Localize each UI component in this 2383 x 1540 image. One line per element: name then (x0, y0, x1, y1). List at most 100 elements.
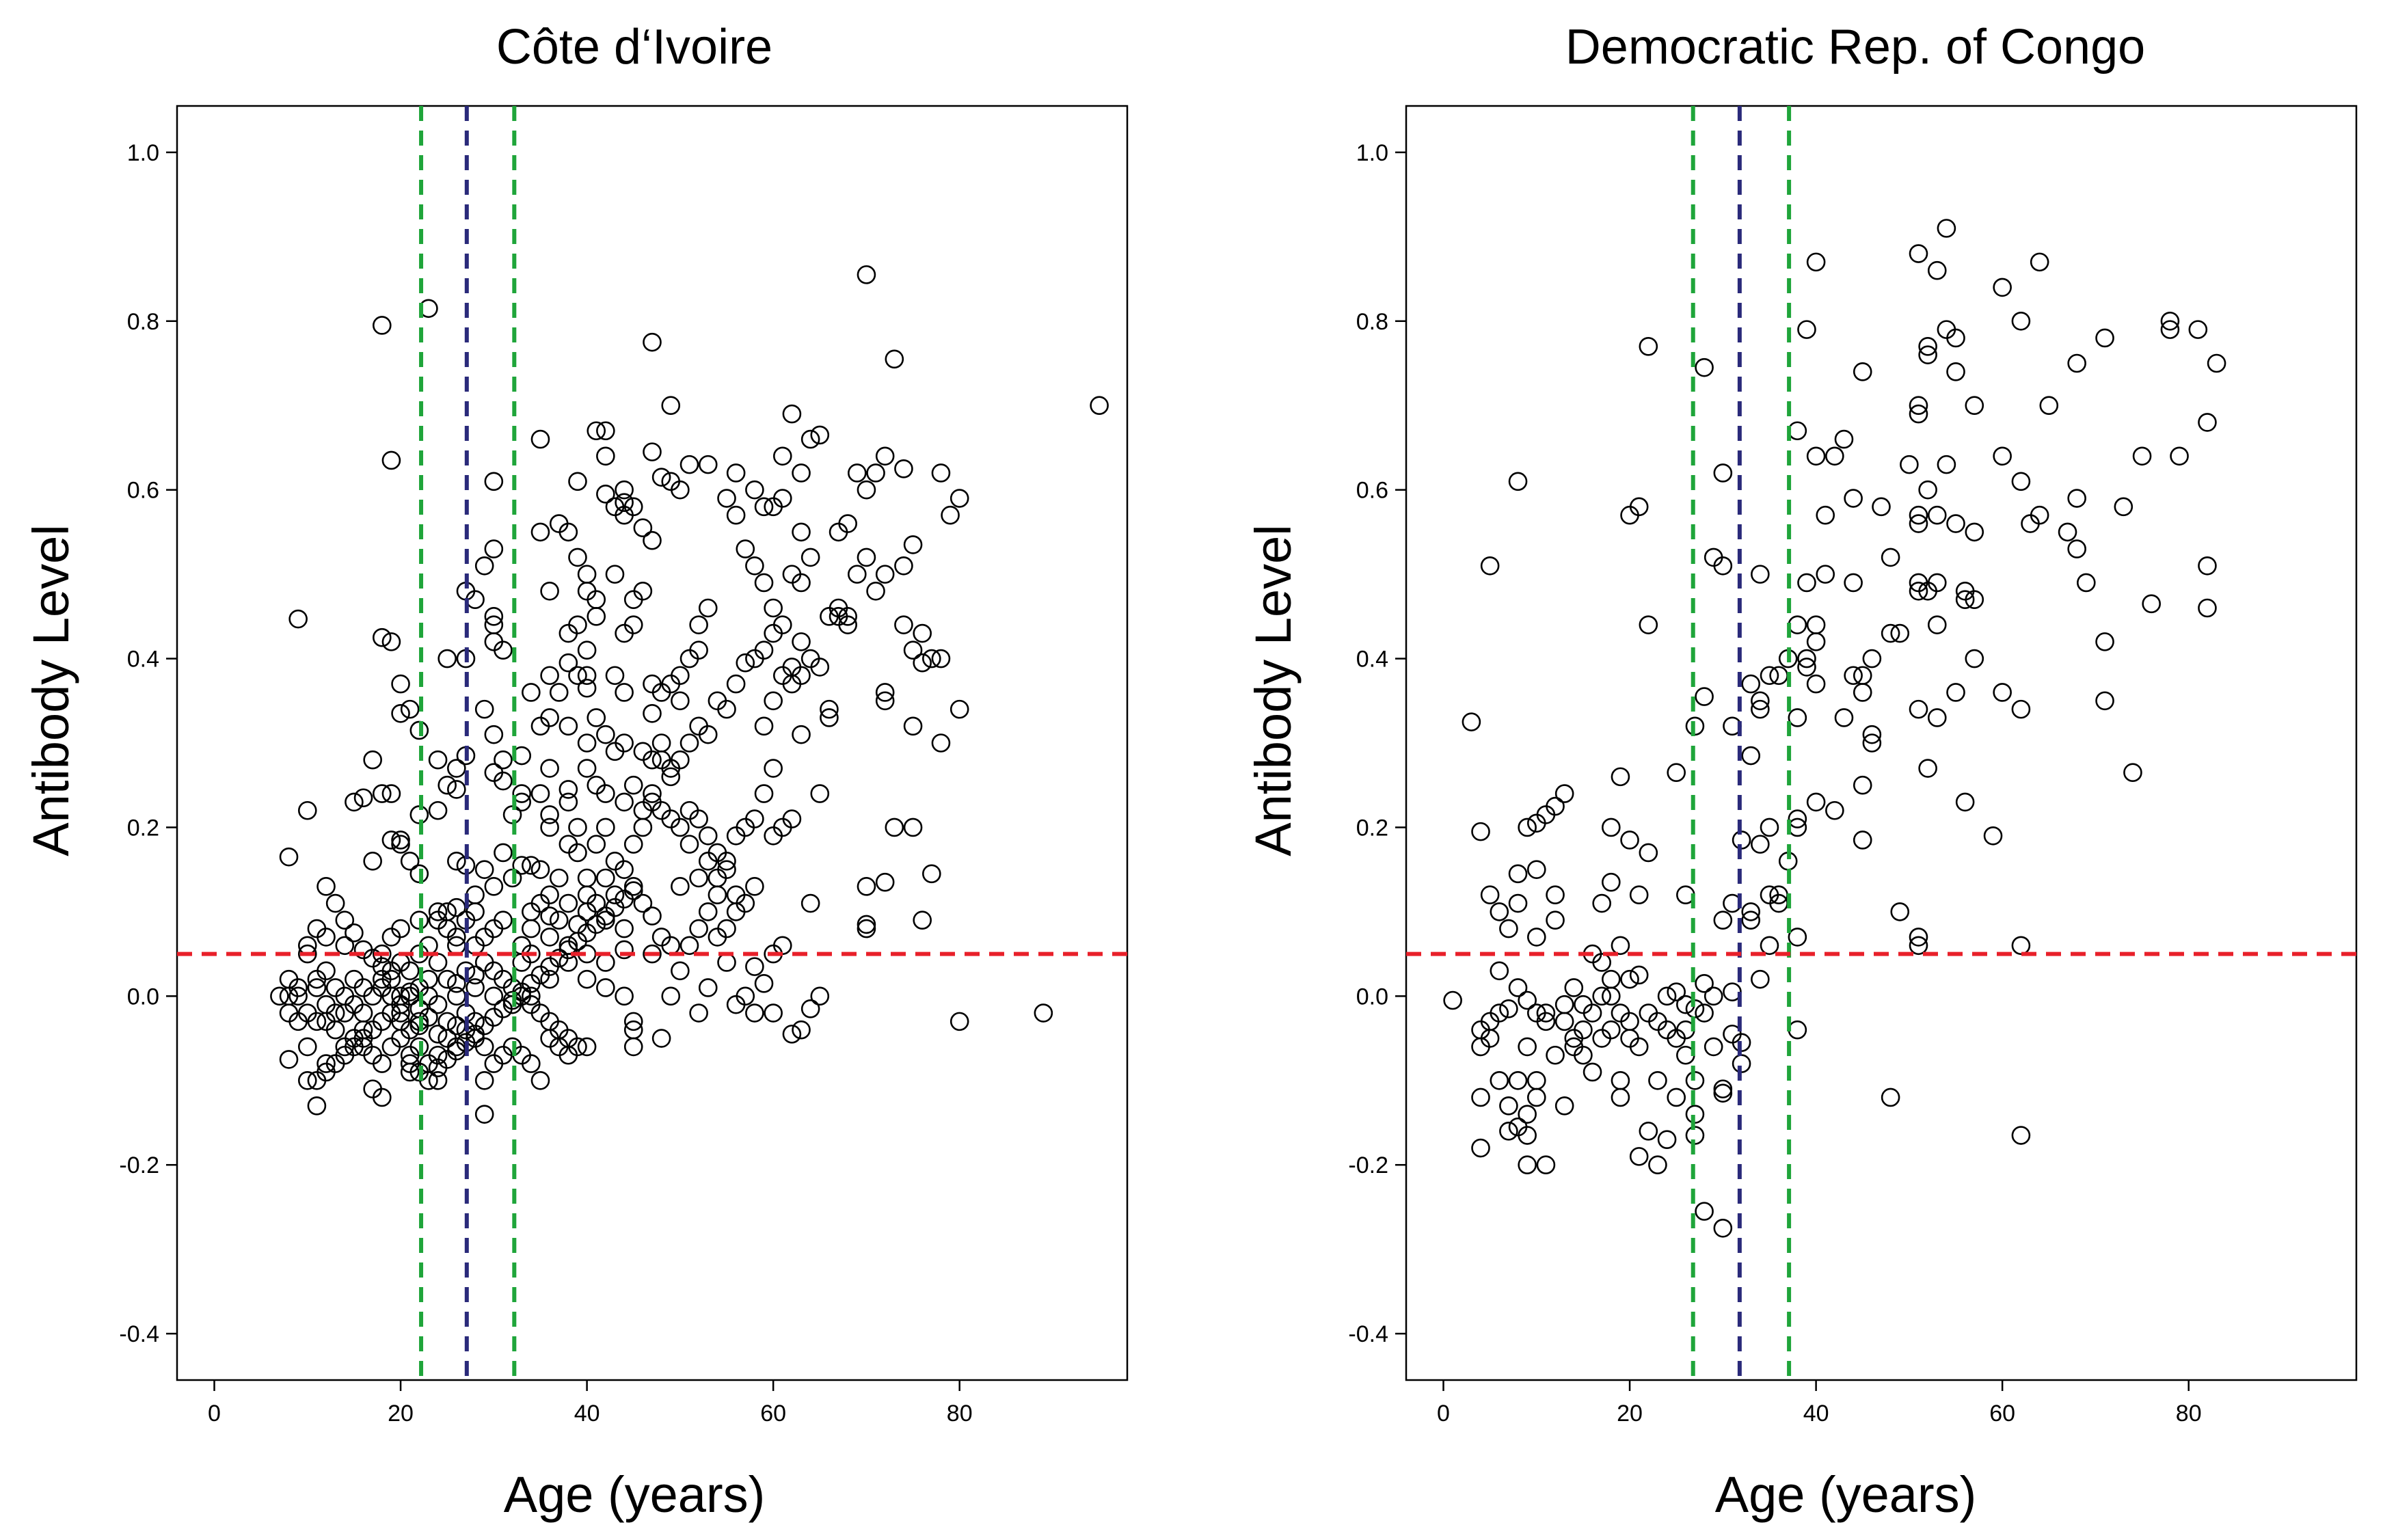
data-point (857, 915, 876, 934)
data-point (745, 1003, 764, 1023)
data-point (1536, 1155, 1556, 1175)
data-point (913, 623, 932, 643)
data-point (782, 404, 802, 424)
data-point (1788, 1020, 1807, 1040)
data-point (2095, 632, 2114, 651)
data-point (736, 986, 755, 1006)
data-point (679, 936, 699, 956)
data-point (1816, 565, 1835, 584)
data-point (2198, 556, 2217, 576)
data-point (651, 468, 671, 487)
data-point (1518, 818, 1537, 837)
data-point (931, 463, 951, 483)
data-point (568, 472, 587, 491)
x-tick-label: 40 (1803, 1401, 1829, 1427)
data-point (540, 666, 559, 686)
data-point (913, 910, 932, 930)
data-point (2188, 320, 2208, 339)
y-tick-label: 0.2 (1356, 815, 1388, 841)
data-point (810, 425, 830, 445)
data-point (1909, 244, 1928, 263)
data-point (661, 396, 681, 416)
data-point (1462, 712, 1481, 731)
data-point (522, 986, 541, 1006)
data-point (1993, 446, 2012, 466)
data-point (391, 919, 410, 938)
data-point (671, 818, 690, 837)
data-point (596, 784, 615, 803)
data-point (903, 818, 923, 837)
data-point (558, 893, 578, 913)
data-point (345, 969, 364, 989)
data-point (400, 699, 420, 719)
data-point (373, 316, 392, 335)
data-point (1667, 1029, 1686, 1048)
data-point (1611, 1070, 1630, 1090)
data-point (391, 835, 410, 854)
data-point (2011, 311, 2031, 331)
data-point (1834, 429, 1854, 449)
data-point (577, 666, 597, 686)
data-point (577, 868, 597, 888)
data-point (605, 666, 625, 686)
y-axis-label: Antibody Level (23, 524, 79, 856)
axis-ticks: 0 20 40 60 80 -0.4 -0.2 0.0 0.2 0.4 0.6 0.8 1.0 (1348, 140, 2201, 1427)
data-point (2160, 320, 2180, 339)
data-point (307, 978, 327, 997)
panel-dr-congo: Democratic Rep. of Congo Antibody Level … (1245, 20, 2358, 1523)
x-axis-label: Age (years) (504, 1466, 765, 1523)
data-point (1574, 1020, 1593, 1040)
data-point (1816, 505, 1835, 525)
data-point (466, 978, 485, 997)
data-point (577, 1037, 597, 1057)
data-point (1881, 548, 1900, 567)
data-point (363, 1079, 382, 1098)
data-point (530, 429, 550, 449)
panel-cote-divoire: Côte d‘Ivoire Antibody Level Age (years)… (23, 20, 1129, 1523)
data-point (1806, 252, 1826, 272)
data-point (447, 759, 466, 778)
data-point (1853, 683, 1872, 702)
data-point (484, 877, 504, 896)
y-tick-label: -0.2 (1348, 1152, 1388, 1178)
data-point (428, 800, 448, 820)
data-point (317, 1054, 336, 1073)
data-point (745, 556, 764, 576)
data-point (577, 678, 597, 698)
y-tick-label: -0.2 (119, 1152, 159, 1178)
data-point (1853, 775, 1872, 795)
data-point (810, 986, 830, 1006)
data-point (1844, 666, 1863, 686)
y-tick-label: 0.4 (127, 647, 159, 673)
data-point (391, 830, 410, 850)
data-point (875, 565, 895, 584)
data-point (447, 928, 466, 947)
data-point (1853, 362, 1872, 381)
x-tick-label: 80 (947, 1401, 973, 1427)
data-point (661, 986, 681, 1006)
data-point (335, 936, 355, 956)
data-point (643, 750, 662, 770)
data-point (772, 446, 792, 466)
data-point (2198, 598, 2217, 618)
data-point (2207, 353, 2226, 373)
data-point (922, 864, 941, 884)
data-point (307, 1096, 327, 1116)
data-point (596, 421, 615, 441)
data-point (633, 818, 653, 837)
data-point (875, 691, 895, 711)
data-point (307, 1012, 327, 1031)
data-point (345, 995, 364, 1014)
data-point (615, 986, 634, 1006)
data-point (437, 775, 457, 795)
data-point (345, 792, 364, 812)
y-tick-label: 0.6 (1356, 478, 1388, 504)
data-point (1965, 396, 1984, 416)
data-point (1983, 826, 2003, 846)
data-point (1629, 965, 1649, 985)
data-point (1909, 396, 1928, 416)
data-point (829, 522, 848, 542)
data-point (279, 847, 299, 867)
data-point (1825, 800, 1844, 820)
